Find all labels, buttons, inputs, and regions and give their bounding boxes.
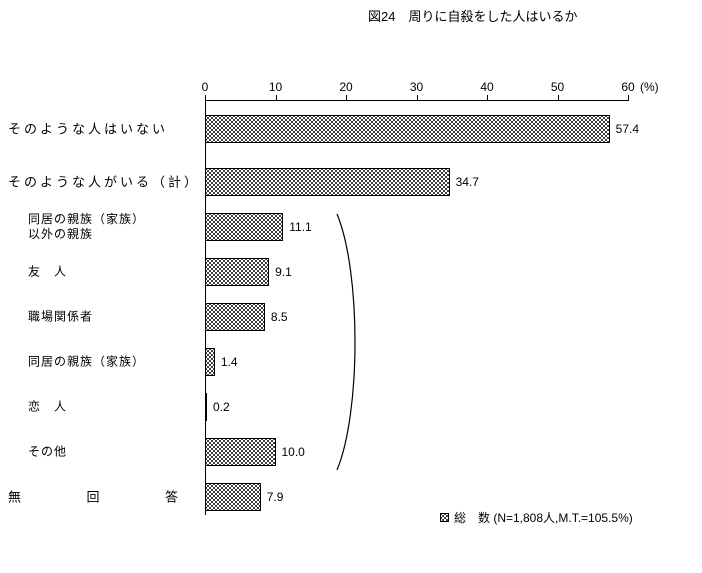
category-label-char: 答 bbox=[164, 489, 178, 505]
category-label: 友 人 bbox=[28, 265, 67, 280]
x-tick-label: 30 bbox=[409, 80, 424, 94]
category-label: その他 bbox=[28, 445, 67, 460]
subgroup-brace bbox=[336, 213, 356, 471]
category-label-line: 職場関係者 bbox=[28, 309, 94, 324]
value-label: 34.7 bbox=[455, 175, 479, 189]
x-tick-label: 0 bbox=[201, 80, 209, 94]
category-label-char: 無 bbox=[8, 489, 22, 505]
bar bbox=[205, 168, 450, 196]
legend-swatch-icon bbox=[440, 513, 449, 522]
legend: 総 数 (N=1,808人,M.T.=105.5%) bbox=[440, 509, 633, 526]
legend-text: 総 数 (N=1,808人,M.T.=105.5%) bbox=[454, 511, 633, 525]
category-label-char: 回 bbox=[86, 489, 100, 505]
value-label: 8.5 bbox=[270, 310, 288, 324]
category-label: 恋 人 bbox=[28, 400, 67, 415]
category-label-line: そのような人がいる（計） bbox=[8, 174, 201, 190]
category-label: 無回答 bbox=[8, 490, 178, 505]
x-tick-label: 50 bbox=[550, 80, 565, 94]
value-label: 57.4 bbox=[615, 122, 640, 136]
category-label-line: 友 人 bbox=[28, 264, 68, 279]
bar bbox=[205, 483, 261, 511]
value-label: 9.1 bbox=[275, 265, 292, 279]
x-tick-label: 60 bbox=[621, 80, 635, 94]
x-tick-label: 40 bbox=[480, 80, 494, 94]
x-tick-label: 10 bbox=[268, 80, 283, 94]
x-tick-mark bbox=[487, 95, 488, 101]
category-label-line: 同居の親族（家族） bbox=[28, 354, 146, 369]
category-label-line: その他 bbox=[28, 444, 68, 459]
value-label: 11.1 bbox=[289, 220, 312, 234]
category-label: 職場関係者 bbox=[28, 310, 93, 325]
x-tick-mark bbox=[557, 95, 559, 101]
bar bbox=[205, 115, 610, 143]
x-tick-mark bbox=[205, 95, 206, 101]
value-label: 1.4 bbox=[220, 355, 238, 369]
bar bbox=[205, 213, 284, 241]
figure-title: 図24 周りに自殺をした人はいるか bbox=[368, 9, 578, 24]
category-label-line: そのような人はいない bbox=[8, 121, 169, 137]
x-tick-label: 20 bbox=[339, 80, 353, 94]
bar bbox=[205, 303, 265, 331]
bar bbox=[205, 258, 270, 286]
x-tick-mark bbox=[416, 95, 418, 101]
category-label-line: 以外の親族 bbox=[28, 227, 94, 241]
value-label: 0.2 bbox=[213, 400, 230, 414]
x-tick-mark bbox=[628, 95, 629, 101]
value-label: 10.0 bbox=[281, 445, 305, 459]
category-label: そのような人がいる（計） bbox=[8, 175, 200, 190]
category-label-line: 恋 人 bbox=[28, 399, 68, 414]
x-tick-mark bbox=[275, 95, 277, 101]
bar bbox=[205, 393, 207, 421]
value-label: 7.9 bbox=[266, 490, 284, 504]
bar bbox=[205, 438, 276, 466]
category-label-line: 同居の親族（家族） bbox=[28, 212, 146, 226]
x-axis-unit-label: (%) bbox=[640, 80, 659, 94]
x-tick-mark bbox=[346, 95, 347, 101]
category-label: 同居の親族（家族） bbox=[28, 355, 145, 370]
bar bbox=[205, 348, 215, 376]
category-label: 同居の親族（家族） 以外の親族 bbox=[28, 212, 145, 242]
category-label: そのような人はいない bbox=[8, 122, 168, 137]
